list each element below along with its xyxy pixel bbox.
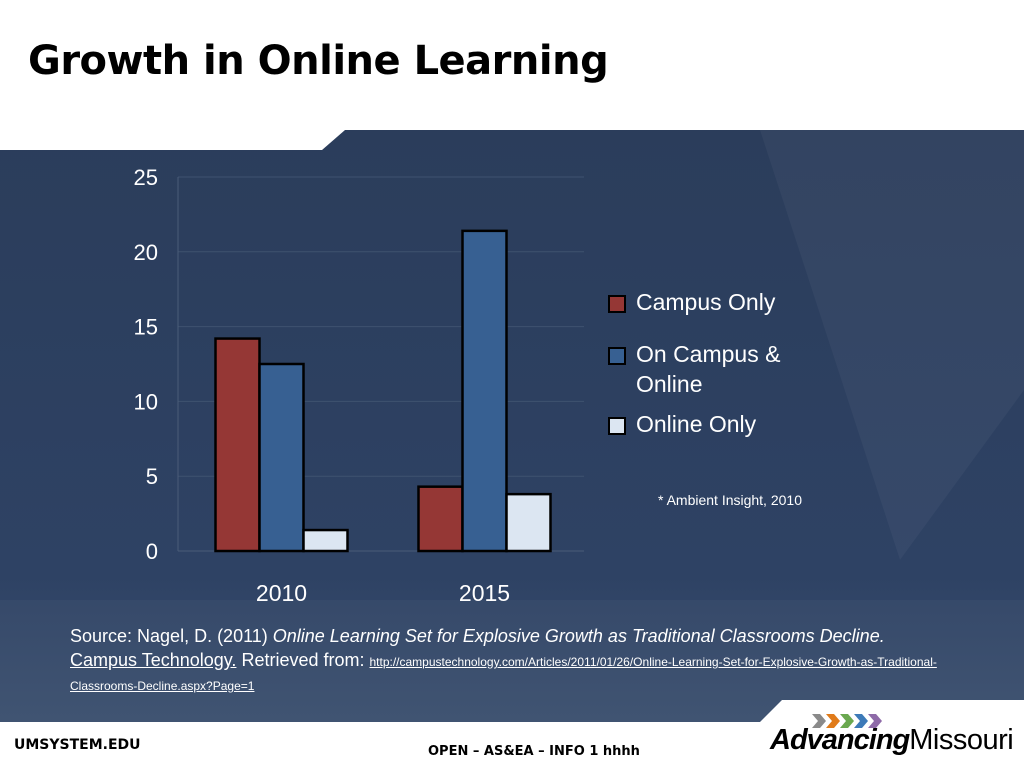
bar-campus-only-2010	[214, 337, 261, 553]
legend-swatch-on-campus-online	[608, 347, 626, 365]
footer-caption: OPEN – AS&EA – INFO 1 hhhh	[428, 744, 640, 759]
y-tick-label: 20	[134, 240, 158, 265]
background-stripe	[760, 130, 1024, 560]
bar-group	[214, 229, 552, 553]
chart-note: * Ambient Insight, 2010	[658, 492, 802, 508]
background-corner	[760, 700, 1024, 722]
x-tick-label: 2010	[256, 580, 307, 606]
legend-item-on-campus-online: On Campus & Online	[608, 339, 838, 399]
legend-swatch-online-only	[608, 417, 626, 435]
y-tick-label: 10	[134, 389, 158, 414]
bar-on-campus-online-2015	[461, 229, 508, 553]
source-title: Online Learning Set for Explosive Growth…	[272, 626, 885, 646]
source-publication-link[interactable]: Campus Technology.	[70, 650, 237, 670]
y-tick-label: 15	[134, 315, 158, 340]
source-citation: Source: Nagel, D. (2011) Online Learning…	[70, 624, 950, 696]
x-tick-label: 2015	[459, 580, 510, 606]
background-panel	[0, 130, 1024, 722]
logo-text-bold: Advancing	[770, 724, 910, 756]
footer: UMSYSTEM.EDU OPEN – AS&EA – INFO 1 hhhh	[0, 722, 1024, 768]
legend-label: On Campus & Online	[636, 341, 781, 397]
legend-item-campus-only: Campus Only	[608, 287, 838, 317]
footer-site: UMSYSTEM.EDU	[14, 737, 141, 753]
legend-swatch-campus-only	[608, 295, 626, 313]
y-tick-label: 25	[134, 165, 158, 190]
y-tick-label: 5	[146, 464, 158, 489]
logo-text-regular: Missouri	[909, 724, 1014, 756]
legend-item-online-only: Online Only	[608, 409, 838, 439]
logo-text: AdvancingMissouri	[770, 724, 1014, 757]
bar-on-campus-online-2010	[258, 362, 305, 553]
source-retrieved: Retrieved from:	[236, 650, 370, 670]
source-url-link[interactable]: http://campustechnology.com/Articles/201…	[70, 655, 937, 693]
advancing-missouri-logo: AdvancingMissouri	[768, 706, 1018, 764]
legend-label: Campus Only	[636, 289, 776, 315]
bar-online-only-2015	[505, 492, 552, 553]
bar-online-only-2010	[302, 528, 349, 553]
bar-campus-only-2015	[417, 485, 464, 553]
y-tick-label: 0	[146, 539, 158, 564]
chevrons-icon	[812, 714, 882, 728]
slide-title: Growth in Online Learning	[28, 38, 609, 84]
legend: Campus Only On Campus & Online Online On…	[608, 287, 838, 449]
source-prefix: Source: Nagel, D. (2011)	[70, 626, 273, 646]
legend-label: Online Only	[636, 411, 757, 437]
tick-labels: 0 5 10 15 20 25 2010 2015	[134, 165, 511, 606]
